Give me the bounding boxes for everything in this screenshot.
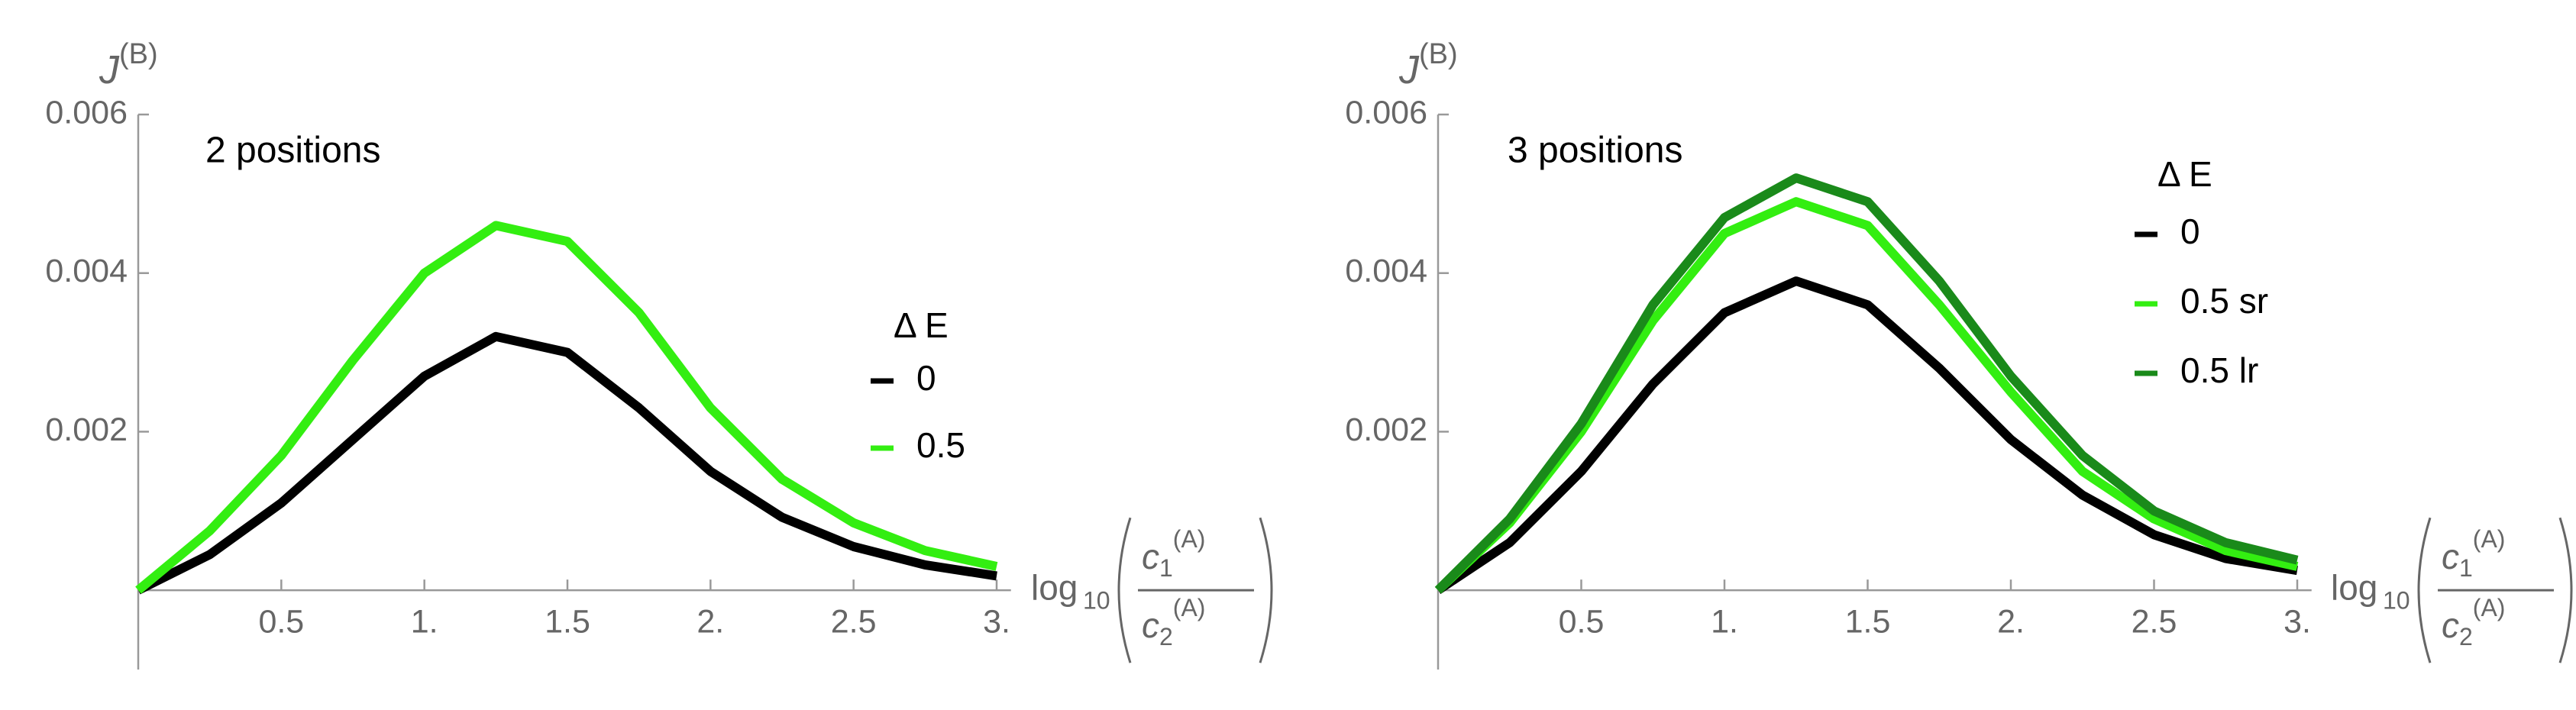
x-tick-label: 1.5	[1845, 604, 1891, 641]
x-label-base: 10	[1083, 587, 1110, 615]
legend-label: 0	[2180, 211, 2200, 251]
annotation: 3 positions	[1508, 131, 1682, 171]
y-tick-label: 0.006	[45, 94, 128, 131]
legend-label: 0.5	[916, 425, 965, 465]
annotation: 2 positions	[205, 131, 380, 171]
x-label-fraction-part: c1(A)	[2442, 526, 2505, 583]
line-series	[1435, 276, 2298, 595]
y-label-base: J	[1398, 48, 1420, 92]
y-label-sup: (B)	[119, 38, 158, 70]
y-label-sup: (B)	[1419, 38, 1458, 70]
x-label-func: log	[1031, 567, 1078, 607]
x-label-var: c	[1142, 605, 1159, 645]
legend-label: 0.5 sr	[2180, 281, 2268, 321]
x-label-sub: 2	[2459, 624, 2473, 651]
chart: 0.002 0.004 0.006 0.5 1. 1.5 2. 2.5 3. 0 0.5 Δ E 2 p…	[45, 38, 1273, 670]
x-label-sub: 1	[1159, 555, 1173, 583]
line-series	[136, 331, 997, 595]
x-label-fraction-part: c2(A)	[1142, 595, 1205, 651]
y-axis-label: J(B)	[1398, 38, 1458, 92]
x-tick-label: 2.5	[2132, 604, 2177, 641]
x-label-sup: (A)	[1173, 526, 1206, 553]
x-label-base: 10	[2383, 587, 2410, 615]
line-series	[1434, 173, 2299, 594]
legend-title: Δ E	[894, 305, 949, 345]
paren-right	[2558, 517, 2573, 663]
x-label-sub: 2	[1159, 624, 1173, 651]
legend-label: 0.5 lr	[2180, 350, 2258, 390]
y-tick-label: 0.006	[1345, 94, 1427, 131]
x-label-sup: (A)	[2473, 526, 2506, 553]
paren-left	[1117, 517, 1132, 663]
x-tick-label: 2.	[697, 604, 724, 641]
x-tick-label: 2.	[1997, 604, 2025, 641]
x-label-var: c	[2442, 537, 2459, 576]
y-tick-label: 0.002	[1345, 411, 1427, 448]
y-label-base: J	[99, 48, 120, 92]
line-series	[1434, 197, 2299, 594]
x-label-fraction-part: c1(A)	[1142, 526, 1205, 583]
x-tick-label: 2.5	[831, 604, 877, 641]
x-tick-label: 1.	[1711, 604, 1738, 641]
legend-label: 0	[916, 358, 936, 398]
x-label-sub: 1	[2459, 555, 2473, 583]
x-label-fraction-part: c2(A)	[2442, 595, 2505, 651]
x-tick-label: 1.5	[545, 604, 590, 641]
x-label-var: c	[2442, 605, 2459, 645]
y-tick-label: 0.004	[1345, 253, 1427, 289]
x-tick-label: 0.5	[258, 604, 304, 641]
line-series	[135, 221, 998, 594]
x-label-sup: (A)	[2473, 595, 2506, 622]
y-axis-label: J(B)	[99, 38, 158, 92]
chart: 0.002 0.004 0.006 0.5 1. 1.5 2. 2.5 3. 0 0.5 sr 0.5…	[1345, 38, 2573, 670]
x-label-sup: (A)	[1173, 595, 1206, 622]
x-label-func: log	[2331, 567, 2377, 607]
paren-right	[1259, 517, 1273, 663]
x-label-var: c	[1142, 537, 1159, 576]
x-tick-label: 0.5	[1559, 604, 1605, 641]
x-tick-label: 3.	[983, 604, 1010, 641]
paren-left	[2417, 517, 2432, 663]
y-tick-label: 0.002	[45, 411, 128, 448]
legend-title: Δ E	[2157, 154, 2212, 194]
x-tick-label: 3.	[2283, 604, 2311, 641]
x-tick-label: 1.	[411, 604, 438, 641]
y-tick-label: 0.004	[45, 253, 128, 289]
